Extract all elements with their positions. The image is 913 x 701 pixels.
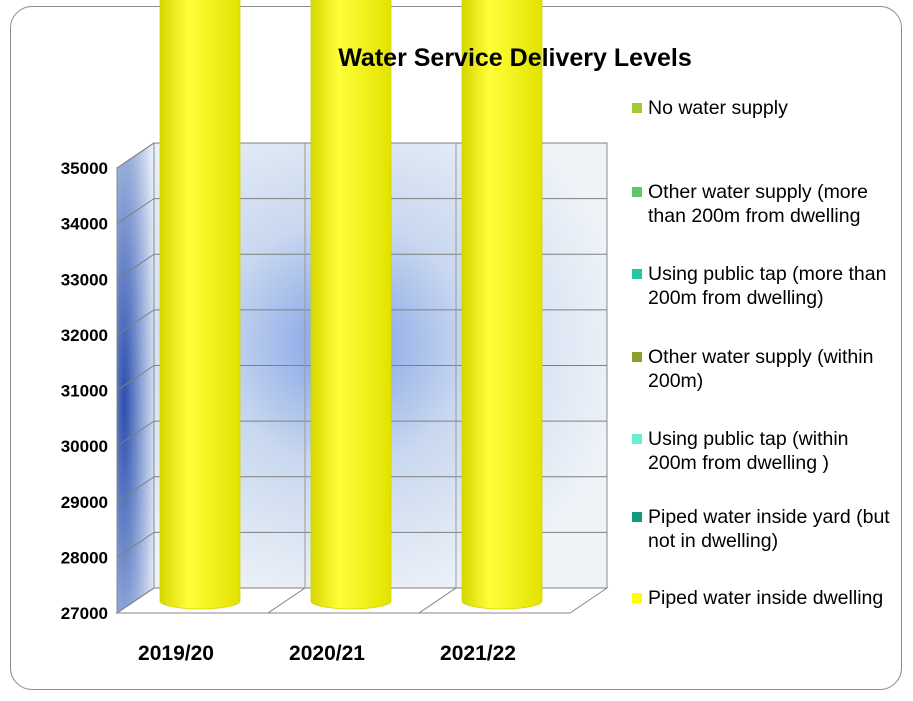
- legend-label: Piped water inside dwelling: [648, 587, 884, 609]
- gridline-side: [116, 309, 155, 336]
- bar-segment: [461, 0, 543, 610]
- legend-swatch: [632, 512, 642, 522]
- gridline-side: [116, 587, 155, 614]
- y-tick-label: 28000: [61, 548, 108, 567]
- y-tick-label: 32000: [61, 326, 108, 345]
- legend-swatch: [632, 352, 642, 362]
- gridline-side: [116, 420, 155, 447]
- y-tick-label: 27000: [61, 604, 108, 623]
- legend-label: Using public tap (more than 200m from dw…: [648, 263, 887, 309]
- gridline-side: [116, 365, 155, 391]
- legend-label: Other water supply (within 200m): [648, 346, 874, 392]
- y-tick-label: 35000: [61, 159, 108, 178]
- gridline-side: [116, 253, 155, 280]
- x-category-label: 2019/20: [138, 642, 214, 665]
- y-tick-label: 33000: [61, 270, 108, 289]
- gridline-side: [116, 142, 155, 169]
- legend-swatch: [632, 269, 642, 279]
- gridline-side: [116, 198, 155, 225]
- legend-label: Other water supply (more than 200m from …: [648, 181, 868, 227]
- legend-swatch: [632, 593, 642, 603]
- y-tick-label: 29000: [61, 493, 108, 512]
- gridline-side: [116, 531, 155, 558]
- y-tick-label: 30000: [61, 437, 108, 456]
- legend-swatch: [632, 187, 642, 197]
- gridline-side: [116, 476, 155, 503]
- y-tick-label: 31000: [61, 382, 108, 401]
- x-category-label: 2020/21: [289, 642, 365, 665]
- legend-label: Piped water inside yard (but not in dwel…: [648, 506, 890, 552]
- y-tick-label: 34000: [61, 215, 108, 234]
- x-category-label: 2021/22: [440, 642, 516, 665]
- bar-segment: [159, 0, 241, 610]
- legend-label: Using public tap (within 200m from dwell…: [648, 428, 849, 474]
- legend-swatch: [632, 103, 642, 113]
- floor-divider: [418, 587, 457, 614]
- chart-title: Water Service Delivery Levels: [338, 44, 692, 72]
- legend-swatch: [632, 434, 642, 444]
- legend-label: No water supply: [648, 97, 788, 119]
- bar-segment: [310, 0, 392, 610]
- floor-divider: [267, 587, 306, 614]
